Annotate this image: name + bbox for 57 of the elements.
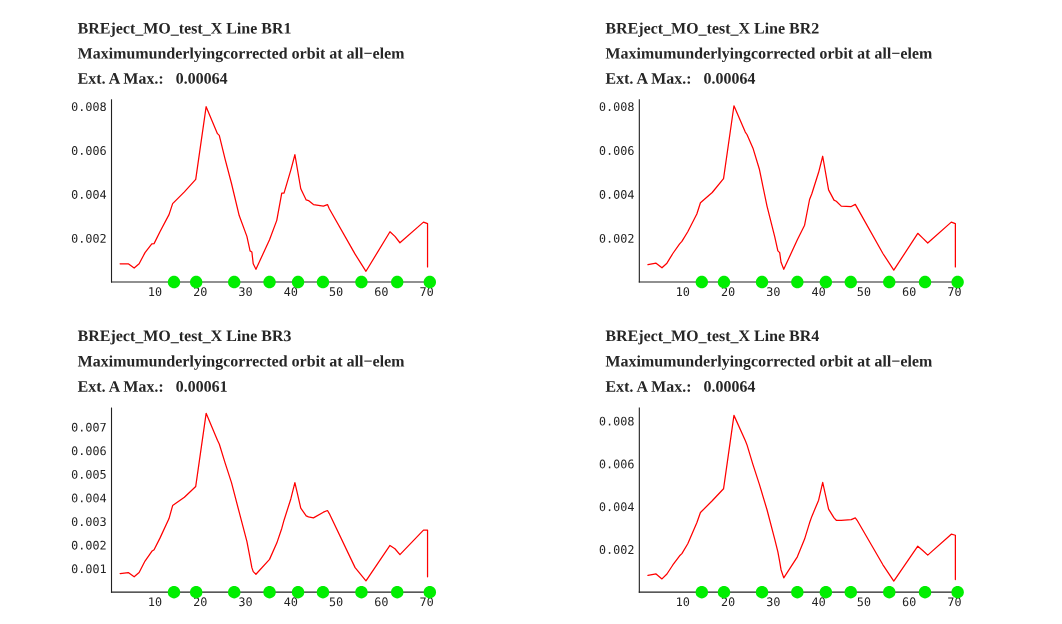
y-tick-label: 0.004 xyxy=(599,189,634,199)
line-series xyxy=(119,106,429,272)
x-tick-label: 40 xyxy=(812,287,825,297)
y-tick-label: 0.006 xyxy=(599,146,634,156)
y-tick-label: 0.006 xyxy=(71,446,106,456)
chart-title: BREject_MO_test_X Line BR1 xyxy=(77,22,291,37)
text: Ext. A Max.: 0.00064 xyxy=(77,73,228,84)
x-tick-label: 20 xyxy=(194,597,207,607)
text: Ext. A Max.: 0.00064 xyxy=(605,381,756,392)
y-tick-label: 0.004 xyxy=(71,189,107,199)
line-series xyxy=(119,412,429,582)
y-tick-label: 0.006 xyxy=(599,459,634,469)
chart-title: BREject_MO_test_X Line BR2 xyxy=(605,22,819,37)
chart-subtitle: Maximumunderlyingcorrected orbit at all−elem xyxy=(605,47,933,63)
chart-subtitle: Maximumunderlyingcorrected orbit at all−elem xyxy=(77,47,405,63)
x-tick-label: 30 xyxy=(239,597,252,607)
chart-subtitle: Maximumunderlyingcorrected orbit at all−elem xyxy=(77,355,405,370)
text: Ext. A Max.: 0.00064 xyxy=(605,73,756,84)
x-tick-label: 60 xyxy=(902,287,916,297)
x-tick-label: 40 xyxy=(284,597,298,607)
x-tick-label: 70 xyxy=(420,597,433,607)
x-tick-label: 10 xyxy=(149,287,162,297)
y-tick-label: 0.002 xyxy=(71,233,106,243)
x-tick-label: 60 xyxy=(375,287,388,297)
y-tick-label: 0.008 xyxy=(599,102,634,112)
x-tick-label: 30 xyxy=(239,287,252,297)
y-tick-label: 0.002 xyxy=(599,233,634,243)
x-tick-label: 60 xyxy=(375,597,388,607)
x-tick-label: 10 xyxy=(149,597,162,607)
x-tick-label: 10 xyxy=(677,287,690,297)
y-tick-label: 0.008 xyxy=(71,102,106,112)
y-tick-label: 0.002 xyxy=(71,540,106,550)
y-tick-label: 0.001 xyxy=(71,564,106,574)
x-tick-label: 30 xyxy=(767,597,780,607)
text: Ext. A Max.: 0.00061 xyxy=(77,381,227,392)
y-tick-label: 0.008 xyxy=(599,416,634,426)
chart-title: BREject_MO_test_X Line BR3 xyxy=(77,329,291,345)
y-tick-label: 0.005 xyxy=(71,469,106,479)
x-tick-label: 50 xyxy=(857,287,871,297)
x-tick-label: 40 xyxy=(284,287,298,297)
y-tick-label: 0.007 xyxy=(71,422,106,432)
chart-title: BREject_MO_test_X Line BR4 xyxy=(605,329,819,345)
y-tick-label: 0.002 xyxy=(599,545,634,555)
x-tick-label: 10 xyxy=(677,597,690,607)
line-series xyxy=(647,414,956,582)
x-tick-label: 60 xyxy=(902,597,916,607)
y-tick-label: 0.003 xyxy=(71,517,106,527)
x-tick-label: 50 xyxy=(329,287,343,297)
y-tick-label: 0.004 xyxy=(71,493,107,503)
x-tick-label: 30 xyxy=(767,287,780,297)
x-tick-label: 40 xyxy=(812,597,825,607)
y-tick-label: 0.006 xyxy=(71,146,106,156)
chart-subtitle: Maximumunderlyingcorrected orbit at all−elem xyxy=(605,355,933,370)
line-series xyxy=(647,105,956,271)
x-tick-label: 50 xyxy=(329,597,343,607)
x-tick-label: 50 xyxy=(857,597,871,607)
y-tick-label: 0.004 xyxy=(599,502,634,512)
